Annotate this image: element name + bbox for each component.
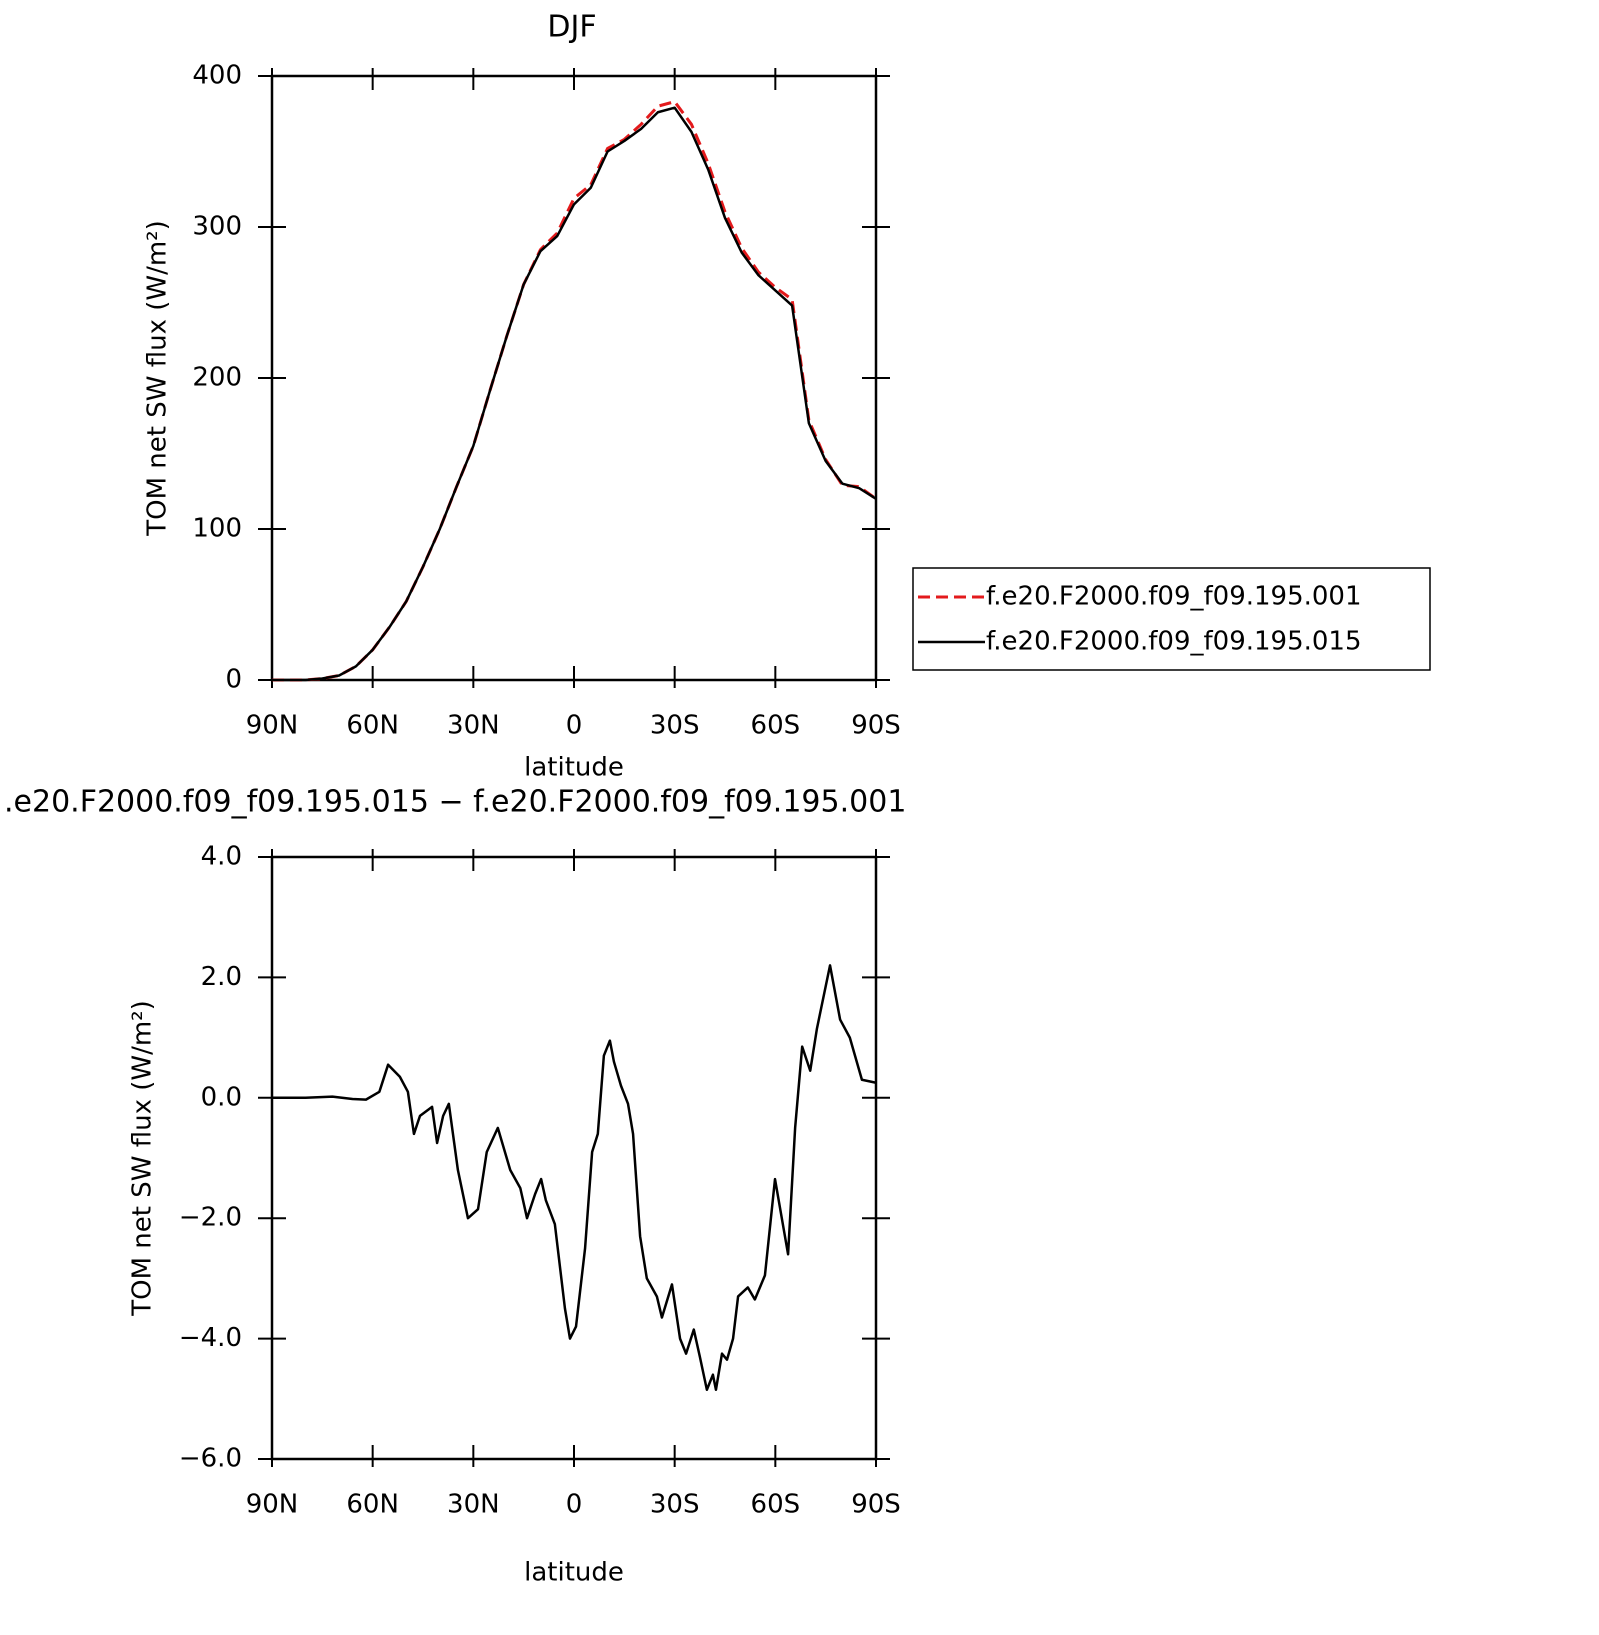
x-tick-label: 90N: [246, 1490, 299, 1520]
y-tick-label: −4.0: [179, 1323, 242, 1353]
legend-label: f.e20.F2000.f09_f09.195.001: [986, 582, 1362, 612]
x-axis-label: latitude: [524, 753, 624, 783]
x-tick-label: 0: [566, 711, 583, 741]
x-tick-label: 30N: [447, 711, 500, 741]
plot-frame: [270, 855, 878, 1461]
y-tick-label: 200: [192, 363, 242, 393]
y-axis-label: TOM net SW flux (W/m²): [143, 220, 173, 536]
legend-label: f.e20.F2000.f09_f09.195.015: [986, 627, 1362, 657]
legend-box: [912, 567, 1431, 671]
x-tick-label: 60S: [751, 1490, 801, 1520]
y-tick-label: 4.0: [201, 842, 242, 872]
y-tick-label: 100: [192, 514, 242, 544]
x-tick-label: 60S: [751, 711, 801, 741]
x-tick-label: 90N: [246, 711, 299, 741]
x-tick-label: 60N: [346, 711, 399, 741]
data-line: [272, 100, 877, 682]
x-axis-label: latitude: [524, 1558, 624, 1588]
plot-frame: [270, 74, 878, 682]
y-tick-label: 0.0: [201, 1082, 242, 1112]
y-tick-label: 300: [192, 212, 242, 242]
y-tick-label: 0: [225, 665, 242, 695]
y-tick-label: 2.0: [201, 962, 242, 992]
chart-title: DJF: [547, 10, 596, 45]
data-line: [272, 106, 877, 682]
x-tick-label: 90S: [851, 711, 901, 741]
x-tick-label: 30S: [650, 1490, 700, 1520]
x-tick-label: 60N: [346, 1490, 399, 1520]
data-line: [272, 964, 877, 1392]
x-tick-label: 90S: [851, 1490, 901, 1520]
x-tick-label: 30N: [447, 1490, 500, 1520]
chart-title: .e20.F2000.f09_f09.195.015 − f.e20.F2000…: [4, 785, 906, 820]
y-tick-label: 400: [192, 61, 242, 91]
x-tick-label: 30S: [650, 711, 700, 741]
y-tick-label: −6.0: [179, 1444, 242, 1474]
x-tick-label: 0: [566, 1490, 583, 1520]
y-tick-label: −2.0: [179, 1203, 242, 1233]
y-axis-label: TOM net SW flux (W/m²): [128, 1000, 158, 1316]
